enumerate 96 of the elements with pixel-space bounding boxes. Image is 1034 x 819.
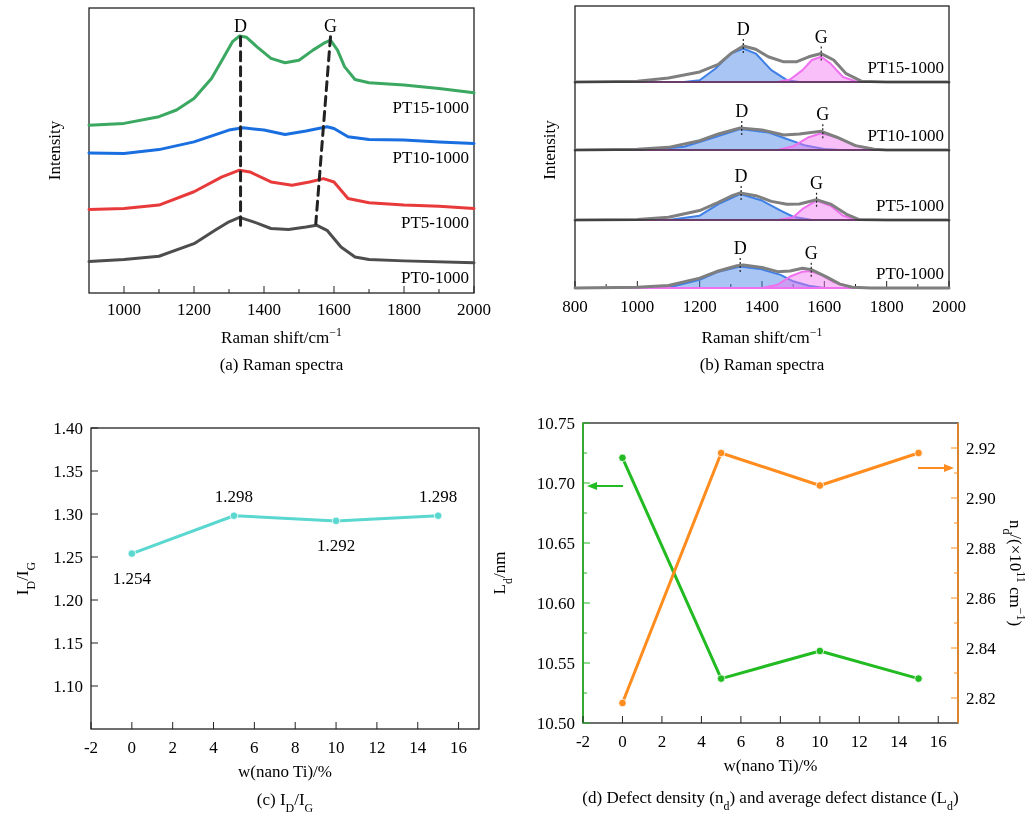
y2-tick-label: 2.84 bbox=[966, 638, 997, 658]
y-tick-label: 1.15 bbox=[53, 633, 83, 653]
point bbox=[127, 549, 137, 558]
point bbox=[433, 511, 443, 520]
y-tick-label: 10.65 bbox=[536, 533, 575, 553]
series-label: PT10-1000 bbox=[392, 148, 469, 168]
data-label: 1.254 bbox=[112, 568, 152, 588]
annotation: D bbox=[735, 101, 749, 121]
x-axis-title: w(nano Ti)/% bbox=[723, 756, 818, 775]
y-tick-label: 1.30 bbox=[53, 504, 83, 524]
x-tick-label: 12 bbox=[368, 738, 386, 757]
y-tick-label: 1.20 bbox=[53, 590, 83, 610]
y2-tick-label: 2.82 bbox=[966, 688, 996, 708]
x-tick-label: 1200 bbox=[682, 297, 717, 316]
point bbox=[716, 448, 726, 458]
x-tick-label: 1600 bbox=[317, 300, 351, 319]
x-tick-label: 1800 bbox=[869, 297, 904, 316]
y-tick-label: 10.50 bbox=[536, 713, 575, 733]
point bbox=[815, 481, 825, 490]
x-tick-label: 12 bbox=[850, 732, 868, 751]
y-tick-label: 1.25 bbox=[53, 547, 83, 567]
point bbox=[815, 646, 825, 656]
data-label: 1.298 bbox=[214, 486, 254, 506]
x-tick-label: 6 bbox=[736, 732, 746, 751]
point bbox=[716, 674, 726, 683]
x-tick-label: 0 bbox=[127, 738, 137, 757]
series-label: PT15-1000 bbox=[392, 97, 469, 117]
series-label: PT0-1000 bbox=[401, 267, 469, 287]
x-tick-label: 4 bbox=[209, 738, 219, 757]
annotation: G bbox=[816, 104, 830, 125]
x-tick-label: 4 bbox=[697, 732, 707, 751]
x-tick-label: 1400 bbox=[247, 300, 281, 319]
x-tick-label: 2 bbox=[657, 732, 667, 751]
x-tick-label: 10 bbox=[327, 738, 345, 757]
series-label: PT0-1000 bbox=[876, 264, 944, 283]
x-tick-label: 2 bbox=[168, 738, 177, 757]
point bbox=[618, 698, 627, 708]
x-tick-label: 2000 bbox=[932, 297, 966, 316]
point bbox=[229, 511, 239, 520]
y-axis-title: Intensity bbox=[540, 119, 559, 180]
x-tick-label: 1000 bbox=[107, 300, 141, 319]
x-tick-label: 1400 bbox=[745, 297, 779, 316]
point bbox=[618, 453, 627, 462]
x-tick-label: 16 bbox=[450, 738, 468, 757]
x-tick-label: 1800 bbox=[387, 300, 421, 319]
y-tick-label: 10.60 bbox=[536, 593, 575, 613]
annotation: G bbox=[814, 26, 828, 47]
x-tick-label: 14 bbox=[890, 732, 908, 751]
x-tick-label: 16 bbox=[929, 732, 947, 751]
y2-tick-label: 2.86 bbox=[966, 588, 996, 608]
y-tick-label: 1.35 bbox=[53, 461, 83, 481]
annotation: G bbox=[804, 242, 818, 263]
y-tick-label: 10.55 bbox=[536, 653, 575, 673]
series-label: PT10-1000 bbox=[867, 126, 944, 145]
annotation: G bbox=[810, 172, 824, 193]
x-axis-title: Raman shift/cm$^{−1}$ bbox=[701, 325, 823, 347]
x-tick-label: -2 bbox=[83, 738, 99, 757]
annotation: D bbox=[734, 166, 748, 186]
x-tick-label: -2 bbox=[575, 732, 591, 751]
text: (c) I$_{D}$/I$_{G}$ bbox=[256, 790, 314, 815]
x-tick-label: 14 bbox=[409, 738, 427, 757]
x-tick-label: 6 bbox=[250, 738, 259, 757]
y-tick-label: 10.70 bbox=[536, 473, 575, 493]
x-tick-label: 0 bbox=[618, 732, 627, 751]
y2-tick-label: 2.88 bbox=[966, 538, 996, 558]
y-axis-title: Intensity bbox=[45, 120, 64, 181]
y2-tick-label: 2.90 bbox=[966, 488, 996, 508]
x-tick-label: 8 bbox=[776, 732, 785, 751]
annotation: D bbox=[234, 15, 248, 36]
x-tick-label: 1000 bbox=[620, 297, 655, 316]
y-tick-label: 1.10 bbox=[53, 676, 83, 696]
x-tick-label: 1600 bbox=[807, 297, 842, 316]
x-tick-label: 8 bbox=[290, 738, 300, 757]
y-tick-label: 10.75 bbox=[536, 413, 575, 433]
text: (d) Defect density (n$_{d}$) and average defect distance (L$_{d}$) bbox=[582, 788, 959, 813]
text: (a) Raman spectra bbox=[219, 355, 344, 374]
annotation: D bbox=[736, 19, 750, 39]
x-tick-label: 10 bbox=[811, 732, 829, 751]
y-tick-label: 1.40 bbox=[53, 418, 83, 438]
series-label: PT5-1000 bbox=[876, 196, 944, 215]
x-axis-title: w(nano Ti)/% bbox=[238, 762, 332, 781]
point bbox=[331, 516, 341, 526]
data-label: 1.292 bbox=[316, 535, 356, 555]
series-label: PT15-1000 bbox=[867, 58, 944, 77]
data-label: 1.298 bbox=[419, 486, 458, 506]
series-label: PT5-1000 bbox=[401, 213, 469, 233]
x-tick-label: 1200 bbox=[177, 300, 211, 319]
point bbox=[914, 674, 923, 683]
annotation: G bbox=[324, 15, 337, 36]
x-axis-title: Raman shift/cm$^{−1}$ bbox=[221, 325, 342, 347]
x-tick-label: 2000 bbox=[457, 300, 491, 319]
annotation: D bbox=[733, 238, 747, 258]
y2-tick-label: 2.92 bbox=[966, 438, 996, 458]
point bbox=[914, 448, 923, 458]
text: (b) Raman spectra bbox=[699, 355, 825, 374]
x-tick-label: 800 bbox=[562, 297, 588, 316]
